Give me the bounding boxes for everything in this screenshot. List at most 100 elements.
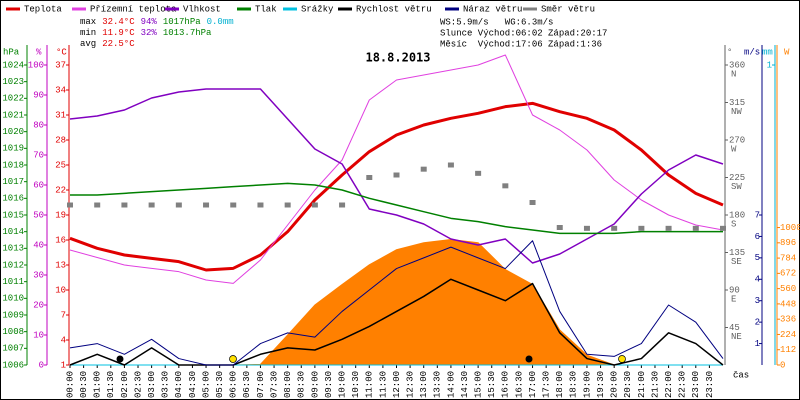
tick-label: 0 (39, 360, 44, 370)
tick-label: 37 (55, 60, 66, 70)
wind-direction-point (447, 162, 454, 168)
wind-direction-point (611, 225, 618, 231)
x-tick-label: 13:00 (419, 371, 429, 398)
tick-label: 80 (33, 120, 44, 130)
stats-line: max 32.4°C 94% 1017hPa 0.0mm (80, 17, 234, 27)
legend-label: Přízemní teplota (90, 4, 177, 14)
wind-direction-point (148, 202, 155, 208)
compass-label: E (731, 294, 736, 304)
tick-label: 672 (780, 269, 796, 279)
tick-label: 448 (780, 299, 796, 309)
tick-label: 112 (780, 345, 796, 355)
x-tick-label: 01:30 (106, 371, 116, 398)
stat-value: 0.0mm (207, 17, 234, 27)
wind-direction-point (257, 202, 264, 208)
x-tick-label: 17:30 (542, 371, 552, 398)
tick-label: 60 (33, 180, 44, 190)
tick-label: 70 (33, 150, 44, 160)
wind-direction-point (311, 202, 318, 208)
wind-direction-point (502, 183, 509, 189)
moon-icon (116, 355, 124, 363)
stat-value: avg (80, 39, 96, 49)
wind-direction-point (366, 175, 373, 180)
x-tick-label: 05:30 (215, 371, 225, 398)
x-tick-label: 21:30 (650, 371, 660, 398)
tick-label: 1010 (2, 294, 24, 304)
tick-label: 896 (780, 238, 796, 248)
tick-label: 7 (61, 310, 66, 320)
tick-label: 50 (33, 210, 44, 220)
compass-label: SE (731, 257, 742, 267)
x-tick-label: 07:00 (256, 371, 266, 398)
wind-direction-point (339, 202, 346, 208)
legend-label: Vlhkost (183, 4, 221, 14)
tick-label: 1 (767, 60, 772, 70)
wind-direction-point (583, 225, 590, 231)
x-tick-label: 14:30 (460, 371, 470, 398)
tick-label: 270 (729, 135, 745, 145)
tick-label: 1020 (2, 127, 24, 137)
compass-label: W (731, 144, 737, 154)
tick-label: 784 (780, 253, 796, 263)
x-tick-label: 09:30 (324, 371, 334, 398)
tick-label: 25 (55, 160, 66, 170)
tick-label: 1009 (2, 310, 24, 320)
tick-label: 1022 (2, 94, 24, 104)
x-tick-label: 04:00 (174, 371, 184, 398)
x-tick-label: 11:30 (378, 371, 388, 398)
tick-label: 0 (780, 360, 785, 370)
tick-label: 135 (729, 248, 745, 258)
tick-label: 1012 (2, 260, 24, 270)
x-tick-label: 10:00 (337, 371, 347, 398)
tick-label: 90 (33, 90, 44, 100)
tick-label: 1018 (2, 160, 24, 170)
stats-line: min 11.9°C 32% 1013.7hPa (80, 28, 212, 38)
x-tick-label: 20:00 (610, 371, 620, 398)
info-line: Slunce Východ:06:02 Západ:20:17 (440, 28, 607, 38)
series-line (69, 240, 724, 366)
x-tick-label: 03:00 (147, 371, 157, 398)
series-line (69, 88, 724, 264)
tick-label: 34 (55, 85, 66, 95)
x-tick-label: 16:00 (501, 371, 511, 398)
x-tick-label: 12:30 (405, 371, 415, 398)
tick-label: 1023 (2, 77, 24, 87)
tick-label: 1015 (2, 210, 24, 220)
x-tick-label: 10:30 (351, 371, 361, 398)
tick-label: 30 (33, 270, 44, 280)
stat-value: max (80, 17, 96, 27)
tick-label: 1016 (2, 194, 24, 204)
tick-label: 1019 (2, 144, 24, 154)
stat-value: 22.5°C (102, 39, 135, 49)
tick-label: 4 (755, 275, 760, 285)
tick-label: 31 (55, 110, 66, 120)
stat-value: 1017hPa (163, 17, 201, 27)
tick-label: 180 (729, 210, 745, 220)
tick-label: 2 (755, 318, 760, 328)
x-tick-label: 17:00 (528, 371, 538, 398)
wind-direction-point (692, 225, 699, 231)
x-tick-label: 08:30 (297, 371, 307, 398)
tick-label: 100 (28, 60, 44, 70)
wind-direction-point (529, 200, 536, 205)
axis-unit: m/s (744, 47, 760, 57)
tick-label: 1013 (2, 244, 24, 254)
wind-direction-point (203, 202, 210, 208)
tick-label: 1 (61, 360, 66, 370)
wind-direction-point (393, 172, 400, 178)
x-tick-label: 23:00 (691, 371, 701, 398)
x-tick-label: 13:30 (433, 371, 443, 398)
stat-value: 94% (141, 17, 158, 27)
x-tick-label: 05:00 (201, 371, 211, 398)
series-line (70, 182, 723, 235)
compass-label: N (731, 69, 736, 79)
x-tick-label: 00:00 (65, 371, 75, 398)
tick-label: 4 (61, 335, 66, 345)
tick-label: 7 (755, 210, 760, 220)
info-line: Měsíc Východ:17:06 Západ:1:36 (440, 39, 602, 49)
wind-direction-point (230, 202, 237, 208)
tick-label: 19 (55, 210, 66, 220)
stat-value: 32% (141, 28, 158, 38)
compass-label: NE (731, 332, 742, 342)
